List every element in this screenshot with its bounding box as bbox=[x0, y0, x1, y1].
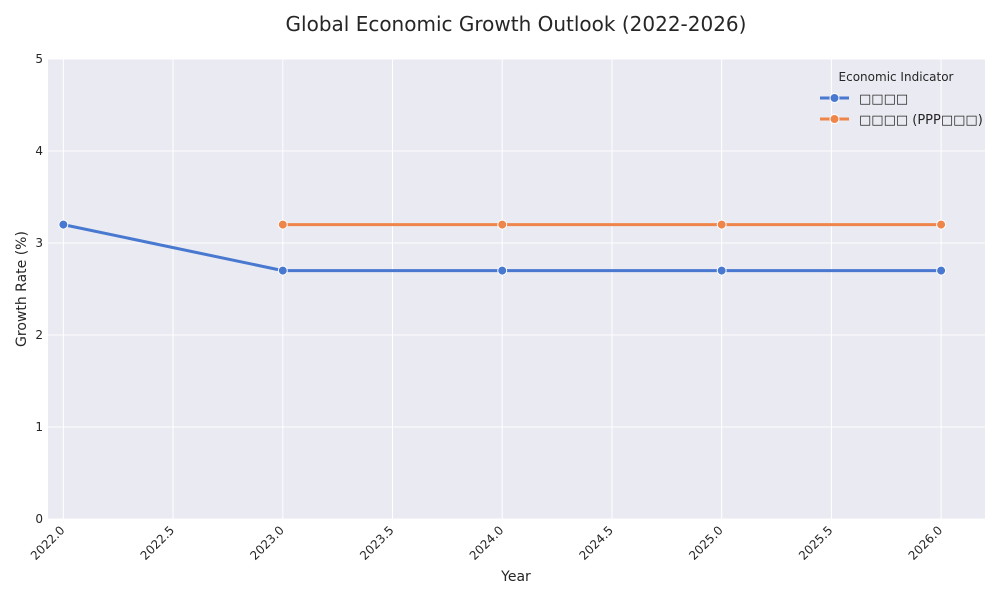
y-tick-label: 5 bbox=[35, 52, 43, 66]
y-tick-label: 1 bbox=[35, 420, 43, 434]
x-tick-label: 2022.5 bbox=[138, 523, 178, 563]
series-1-point bbox=[277, 219, 288, 230]
series-1-point bbox=[497, 219, 508, 230]
series-0-point bbox=[277, 265, 288, 276]
series-0-point bbox=[936, 265, 947, 276]
series-layer bbox=[58, 219, 947, 276]
x-tick-label: 2023.5 bbox=[357, 523, 397, 563]
x-axis-label: Year bbox=[500, 569, 531, 585]
series-1-point bbox=[936, 219, 947, 230]
y-tick-label: 3 bbox=[35, 236, 43, 250]
y-tick-label: 4 bbox=[35, 144, 43, 158]
x-tick-label: 2024.5 bbox=[576, 523, 616, 563]
y-tick-label: 2 bbox=[35, 328, 43, 342]
series-0-point bbox=[497, 265, 508, 276]
legend-swatch-marker bbox=[829, 114, 840, 124]
x-tick-labels: 2022.0 2022.5 2023.0 2023.5 2024.0 2024.5 2025… bbox=[28, 523, 945, 563]
legend-swatch-marker bbox=[829, 93, 840, 103]
legend-title: Economic Indicator bbox=[839, 70, 954, 84]
legend: Economic Indicator □□□□ □□□□ (PPP□□□) bbox=[820, 70, 983, 128]
y-tick-labels: 0 1 2 3 4 5 bbox=[35, 52, 43, 526]
x-tick-label: 2023.0 bbox=[247, 523, 287, 563]
x-tick-label: 2026.0 bbox=[906, 523, 946, 563]
y-tick-label: 0 bbox=[35, 512, 43, 526]
series-1-point bbox=[716, 219, 727, 230]
y-axis-label: Growth Rate (%) bbox=[14, 231, 30, 347]
plot-area bbox=[48, 59, 985, 519]
x-tick-label: 2022.0 bbox=[28, 523, 68, 563]
x-tick-label: 2025.5 bbox=[796, 523, 836, 563]
x-tick-label: 2024.0 bbox=[467, 523, 507, 563]
series-0-point bbox=[716, 265, 727, 276]
series-0-point bbox=[58, 219, 69, 230]
legend-entry-label: □□□□ bbox=[859, 92, 908, 107]
legend-entry-label: □□□□ (PPP□□□) bbox=[859, 113, 983, 128]
x-tick-label: 2025.0 bbox=[686, 523, 726, 563]
chart-title: Global Economic Growth Outlook (2022-202… bbox=[286, 12, 747, 36]
grid-lines bbox=[48, 58, 985, 520]
